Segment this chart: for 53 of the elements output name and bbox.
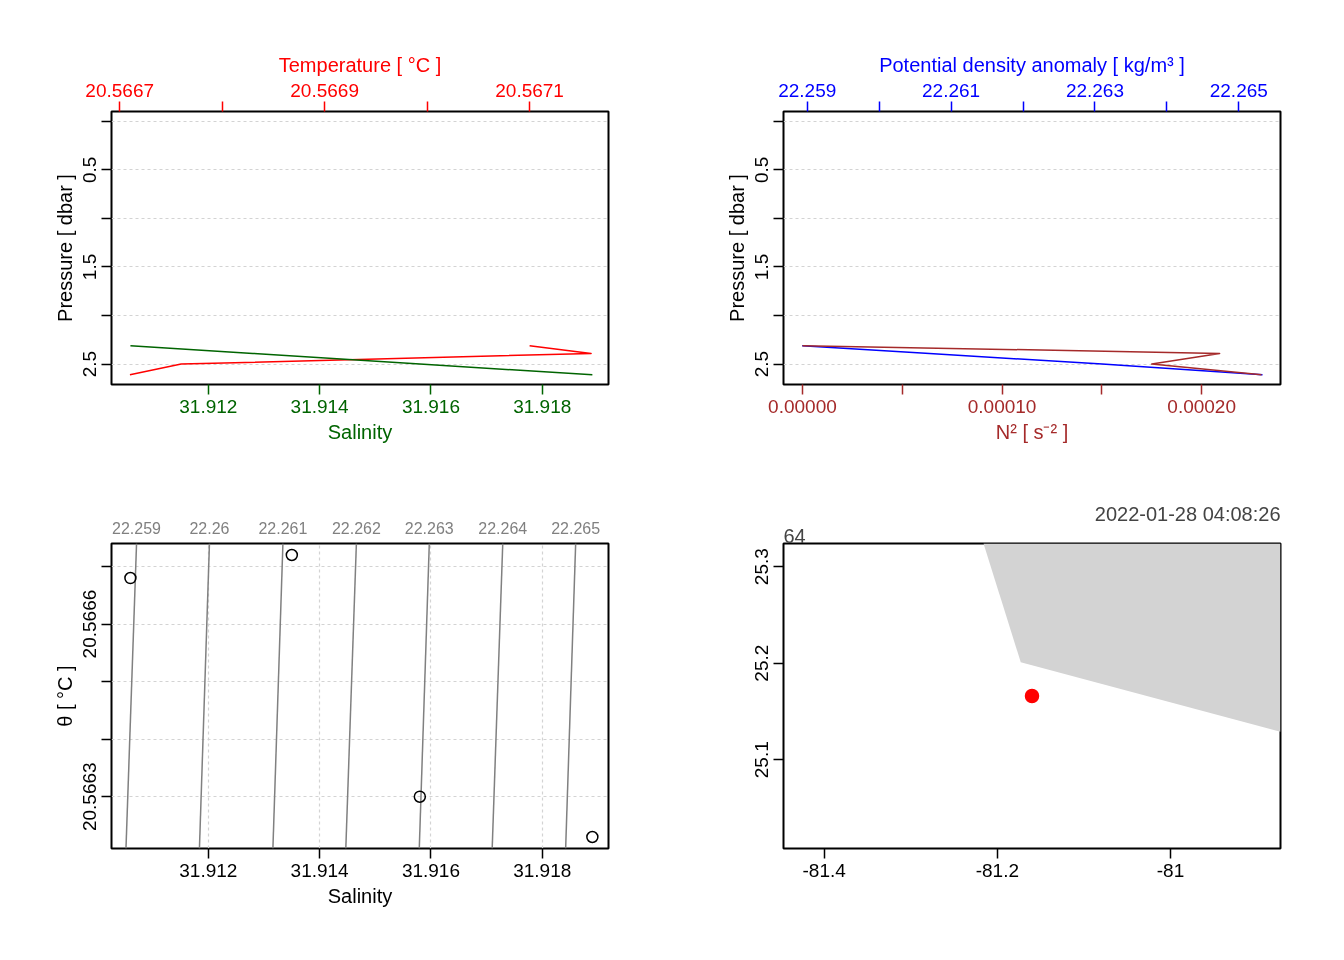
- y-axis-title: Pressure [ dbar ]: [725, 174, 748, 322]
- series-label: 22.26: [189, 519, 230, 537]
- text: 2022-01-28 04:08:26: [1094, 502, 1281, 525]
- x-axis-title: Salinity: [327, 884, 393, 907]
- x-tick-label: -81.4: [802, 859, 847, 881]
- x-tick-label: 31.914: [290, 859, 350, 881]
- point: [285, 548, 299, 562]
- point: [124, 571, 137, 585]
- series-label: 22.263: [404, 519, 454, 537]
- y-tick-label: 20.5663: [79, 762, 101, 832]
- x-tick-label: 31.918: [513, 859, 572, 881]
- y-tick-label: 1.5: [751, 253, 773, 281]
- y-tick-label: 2.5: [79, 350, 101, 378]
- x-tick-label: 31.914: [290, 395, 350, 417]
- series-label: 22.262: [331, 519, 381, 537]
- y-tick-label: 1.5: [79, 253, 101, 281]
- x-axis-title: Salinity: [327, 420, 393, 443]
- x-tick-label: 31.916: [401, 395, 461, 417]
- x-tick-label: 31.912: [179, 395, 238, 417]
- x2-tick-label: 22.261: [922, 79, 981, 101]
- x2-tick-label: 20.5667: [85, 79, 155, 101]
- series-label: 22.259: [112, 519, 162, 537]
- x-axis-title: N² [ s⁻² ]: [995, 420, 1069, 443]
- x-tick-label: 31.916: [401, 859, 461, 881]
- x2-tick-label: 22.263: [1065, 79, 1124, 101]
- x-tick-label: -81: [1156, 859, 1185, 881]
- series-label: 22.265: [551, 519, 601, 537]
- x2-axis-title: Temperature [ °C ]: [278, 53, 442, 76]
- annotation: 64: [783, 524, 806, 547]
- x2-axis-title: Potential density anomaly [ kg/m³ ]: [879, 53, 1185, 76]
- point: [586, 830, 599, 844]
- x2-tick-label: 22.265: [1209, 79, 1268, 101]
- y-tick-label: 2.5: [751, 350, 773, 378]
- y-axis-title: θ [ °C ]: [53, 665, 76, 727]
- series-label: 22.264: [478, 519, 528, 537]
- x-tick-label: -81.2: [975, 859, 1020, 881]
- x2-tick-label: 20.5669: [290, 79, 359, 101]
- series-label: 22.261: [258, 519, 308, 537]
- y-tick-label: 20.5666: [79, 589, 101, 659]
- x2-tick-label: 20.5671: [495, 79, 564, 101]
- y-tick-label: 25.3: [751, 548, 773, 586]
- x-tick-label: 0.00010: [967, 395, 1037, 417]
- x2-tick-label: 22.259: [778, 79, 837, 101]
- y-tick-label: 25.2: [751, 644, 773, 682]
- point: [413, 790, 427, 803]
- y-tick-label: 25.1: [751, 741, 773, 779]
- x-tick-label: 0.00020: [1167, 395, 1237, 417]
- x-tick-label: 0.00000: [768, 395, 837, 417]
- x-tick-label: 31.918: [513, 395, 572, 417]
- y-tick-label: 0.5: [79, 156, 101, 183]
- y-tick-label: 0.5: [751, 156, 773, 183]
- x-tick-label: 31.912: [179, 859, 238, 881]
- y-axis-title: Pressure [ dbar ]: [53, 174, 76, 322]
